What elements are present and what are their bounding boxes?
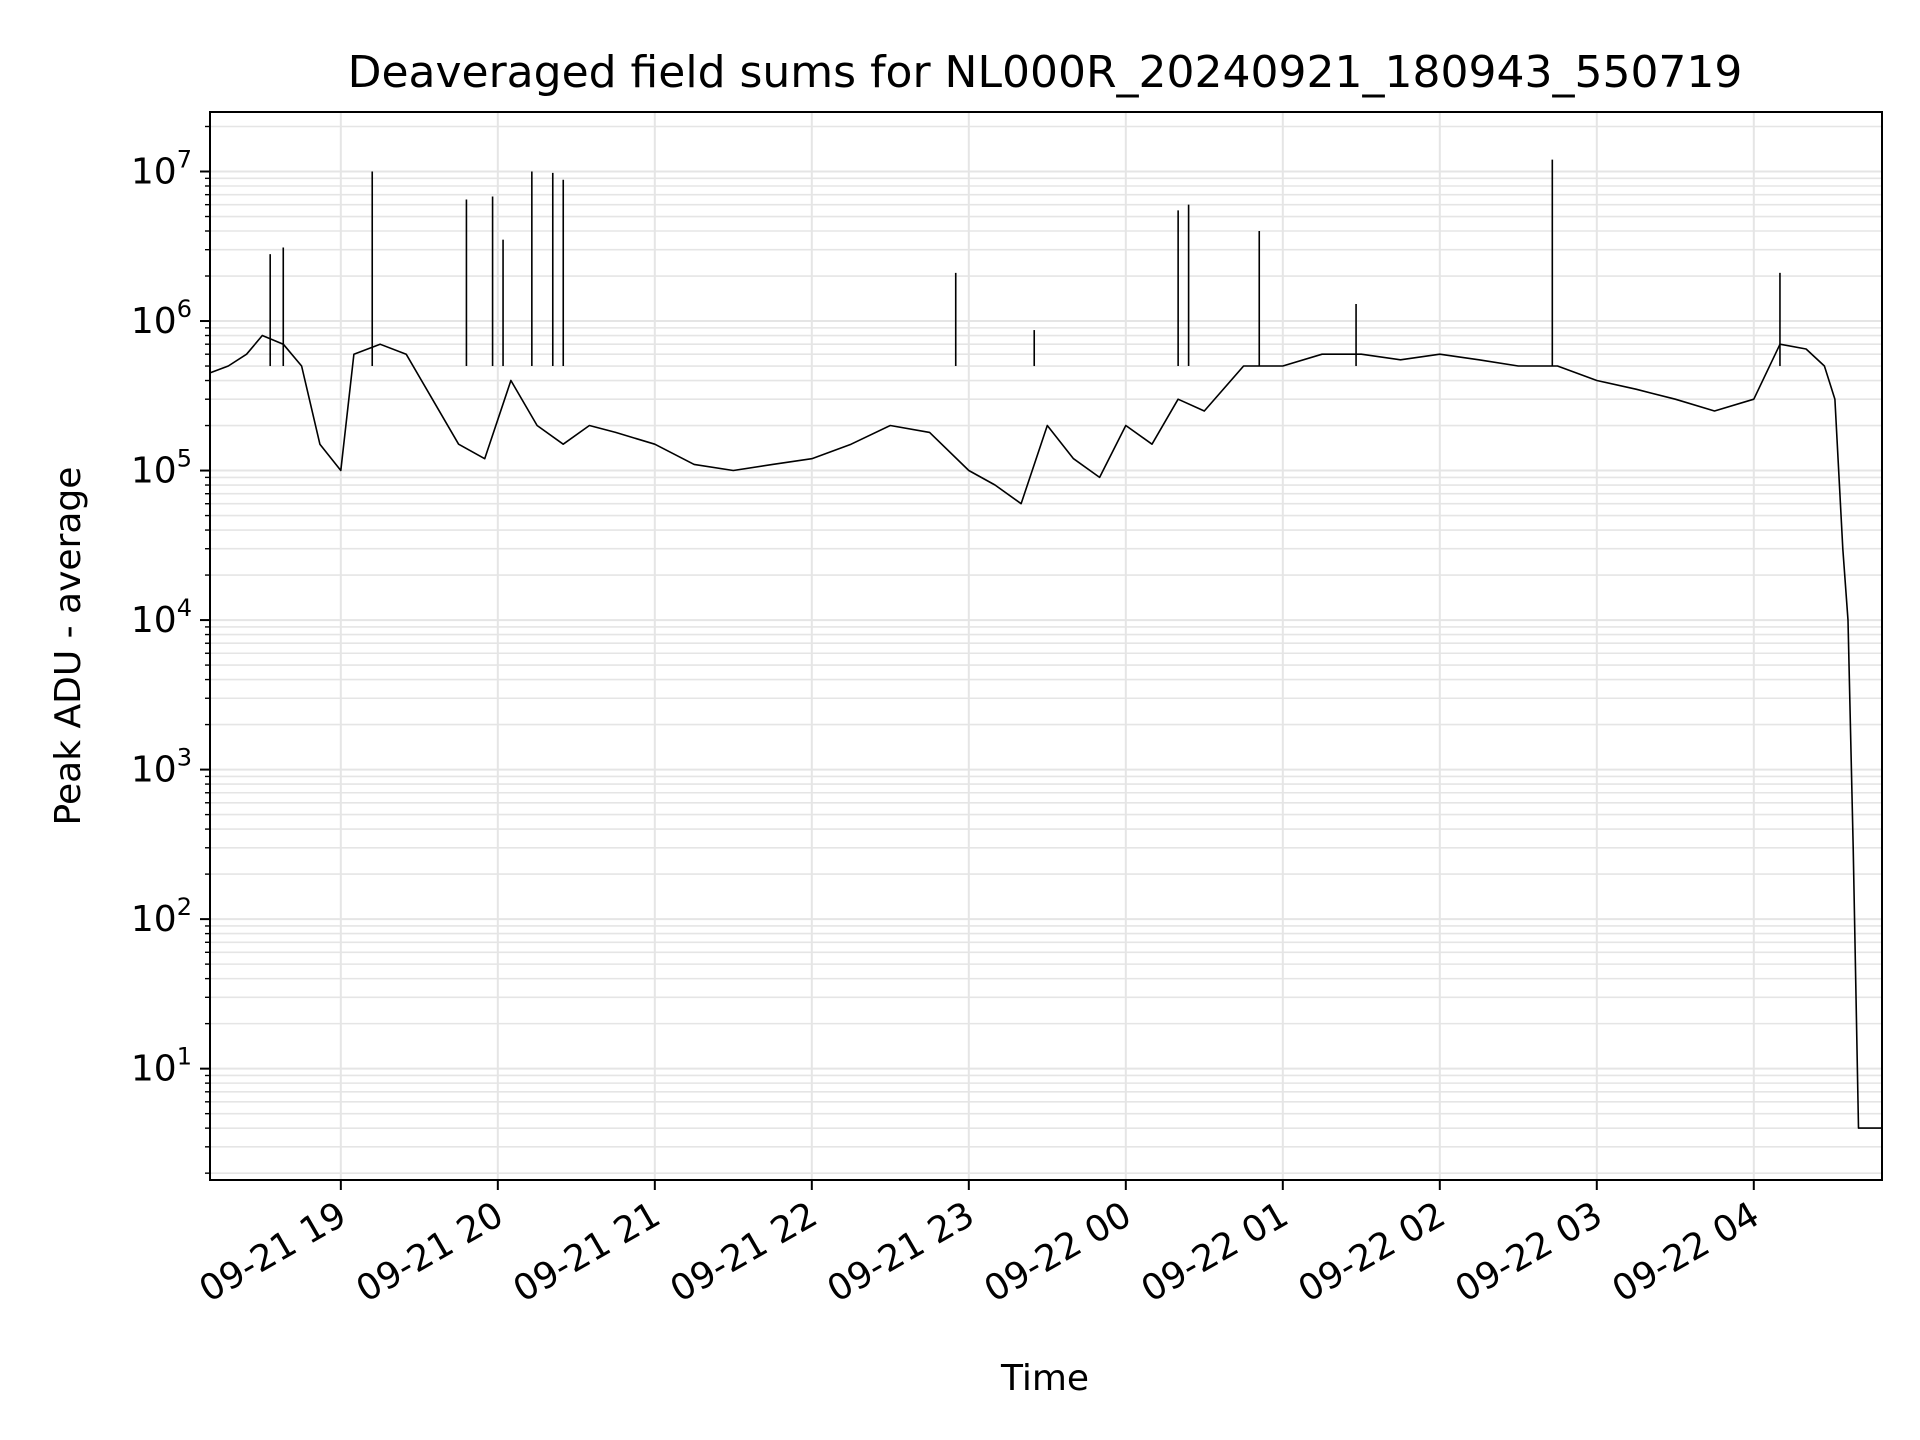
y-tick-base: 10 xyxy=(131,750,177,791)
y-tick-exponent: 3 xyxy=(177,744,192,772)
y-tick-label: 103 xyxy=(131,744,192,791)
series-group xyxy=(209,159,1882,1129)
chart-title: Deaveraged field sums for NL000R_2024092… xyxy=(348,47,1743,98)
y-tick-label: 106 xyxy=(131,295,192,342)
y-tick-exponent: 4 xyxy=(177,594,192,622)
x-axis-label: Time xyxy=(1000,1358,1089,1399)
y-tick-label: 102 xyxy=(131,893,192,940)
y-axis-label: Peak ADU - average xyxy=(48,467,89,826)
y-tick-base: 10 xyxy=(131,152,177,193)
y-tick-label: 104 xyxy=(131,594,192,641)
series-line xyxy=(209,334,1882,1129)
y-tick-label: 107 xyxy=(131,146,192,193)
y-tick-base: 10 xyxy=(131,451,177,492)
y-tick-exponent: 7 xyxy=(177,146,192,174)
y-tick-base: 10 xyxy=(131,899,177,940)
y-tick-base: 10 xyxy=(131,301,177,342)
y-tick-exponent: 1 xyxy=(177,1043,192,1071)
grid xyxy=(210,112,1882,1180)
y-tick-base: 10 xyxy=(131,600,177,641)
plot-area-frame xyxy=(209,111,1883,1181)
y-tick-base: 10 xyxy=(131,1049,177,1090)
y-tick-label: 101 xyxy=(131,1043,192,1090)
y-tick-exponent: 2 xyxy=(177,893,192,921)
y-tick-label: 105 xyxy=(131,445,192,492)
y-tick-exponent: 6 xyxy=(177,295,192,323)
y-tick-exponent: 5 xyxy=(177,445,192,473)
